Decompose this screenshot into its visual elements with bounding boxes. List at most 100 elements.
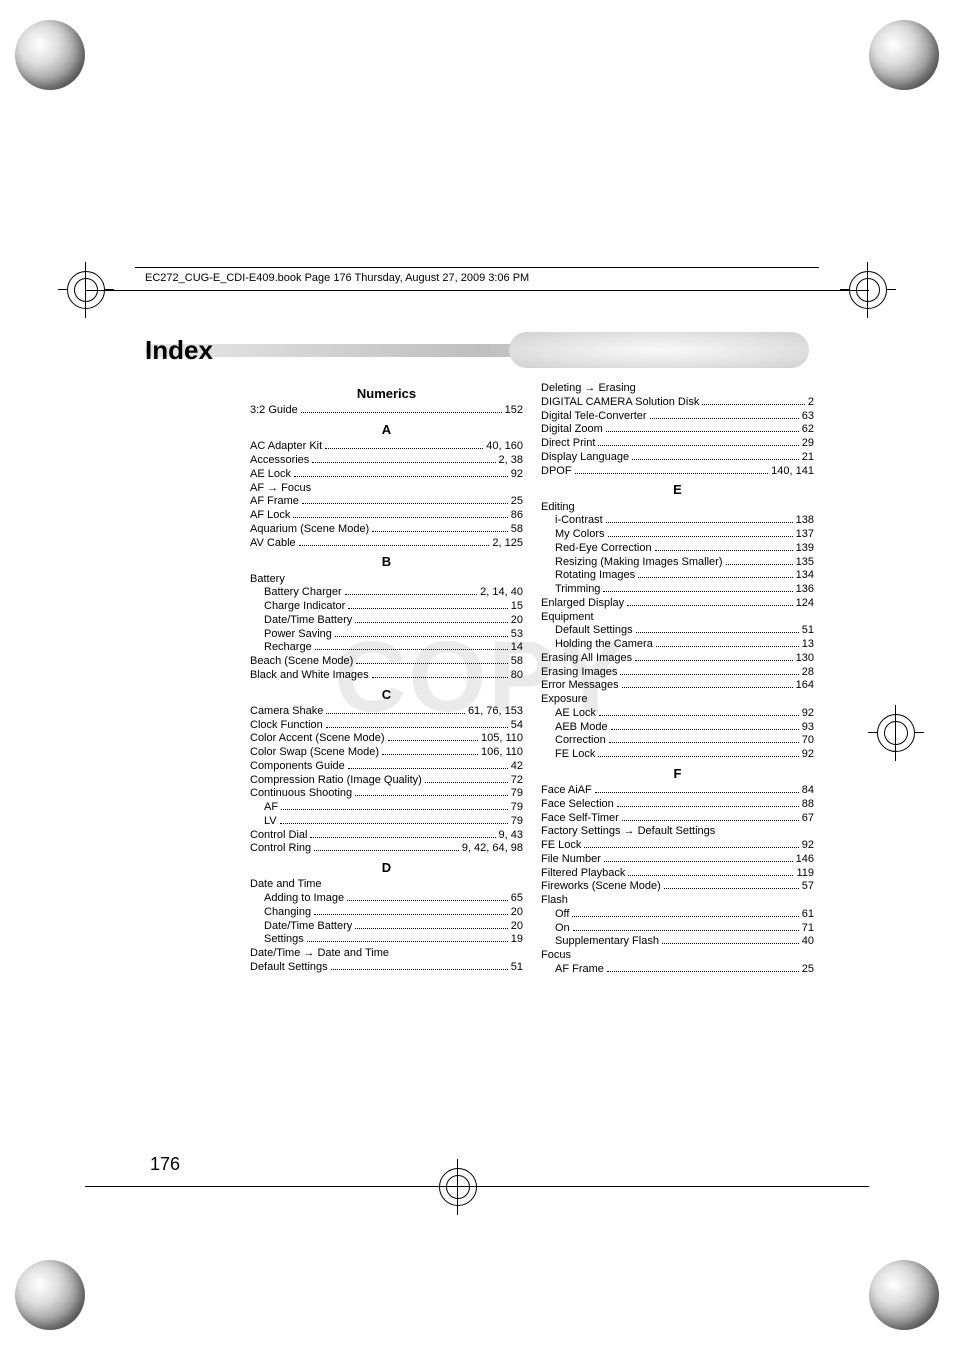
index-entry-leader [348, 768, 508, 769]
index-entry-label: Adding to Image [264, 892, 344, 906]
index-entry-pages: 2, 38 [499, 454, 523, 468]
index-entry-pages: 62 [802, 423, 814, 437]
index-entry-label: Color Accent (Scene Mode) [250, 732, 385, 746]
registration-mark-tr [869, 20, 939, 90]
index-entry-label: My Colors [555, 528, 605, 542]
index-entry-label: Date/Time Battery [264, 614, 352, 628]
index-entry-label: Erasing All Images [541, 652, 632, 666]
header-text: EC272_CUG-E_CDI-E409.book Page 176 Thurs… [145, 272, 529, 284]
index-entry-leader [345, 594, 478, 595]
page-number: 176 [150, 1154, 180, 1175]
index-entry-label: Digital Zoom [541, 423, 603, 437]
index-entry-label: Digital Tele-Converter [541, 410, 647, 424]
index-entry: Erasing Images 28 [541, 666, 814, 680]
index-entry: Rotating Images 134 [541, 569, 814, 583]
index-entry-leader [314, 850, 459, 851]
index-entry-label: AF → Focus [250, 482, 311, 496]
index-entry: Exposure [541, 693, 814, 707]
index-entry-pages: 61, 76, 153 [468, 705, 523, 719]
title-banner: Index [145, 332, 809, 368]
index-entry: Date/Time → Date and Time [250, 947, 523, 961]
index-entry-leader [355, 795, 508, 796]
index-entry-leader [302, 503, 508, 504]
index-entry-pages: 20 [511, 920, 523, 934]
index-entry-label: Editing [541, 501, 575, 515]
index-entry: Filtered Playback 119 [541, 867, 814, 881]
index-entry-label: Enlarged Display [541, 597, 624, 611]
index-entry-leader [702, 404, 805, 405]
page-title: Index [145, 332, 213, 368]
index-entry-label: Resizing (Making Images Smaller) [555, 556, 723, 570]
index-section-head: F [541, 766, 814, 782]
index-entry-pages: 139 [796, 542, 814, 556]
index-entry-pages: 14 [511, 641, 523, 655]
index-entry-pages: 65 [511, 892, 523, 906]
index-entry-label: Trimming [555, 583, 600, 597]
index-entry-pages: 72 [511, 774, 523, 788]
index-entry-label: Control Dial [250, 829, 307, 843]
index-entry-label: AF [264, 801, 278, 815]
index-entry-leader [335, 636, 508, 637]
index-entry-label: Off [555, 908, 569, 922]
index-entry-pages: 25 [511, 495, 523, 509]
index-entry-pages: 146 [796, 853, 814, 867]
index-entry-pages: 51 [511, 961, 523, 975]
index-entry-label: Deleting → Erasing [541, 382, 636, 396]
index-entry: Display Language 21 [541, 451, 814, 465]
index-entry: Holding the Camera 13 [541, 638, 814, 652]
index-entry-label: AE Lock [555, 707, 596, 721]
index-entry: Digital Tele-Converter 63 [541, 410, 814, 424]
index-entry-leader [372, 531, 508, 532]
index-entry-label: Holding the Camera [555, 638, 653, 652]
index-entry-pages: 80 [511, 669, 523, 683]
index-entry-pages: 54 [511, 719, 523, 733]
crop-line [85, 290, 869, 291]
index-entry-pages: 164 [796, 679, 814, 693]
index-entry: Date/Time Battery 20 [250, 614, 523, 628]
index-column-right: Deleting → ErasingDIGITAL CAMERA Solutio… [541, 382, 814, 1150]
index-entry-leader [301, 412, 502, 413]
index-entry: i-Contrast 138 [541, 514, 814, 528]
index-entry-leader [299, 545, 490, 546]
index-entry-pages: 9, 43 [499, 829, 523, 843]
index-entry-label: Supplementary Flash [555, 935, 659, 949]
index-entry: Continuous Shooting 79 [250, 787, 523, 801]
index-entry-label: Face Selection [541, 798, 614, 812]
index-entry-pages: 136 [796, 583, 814, 597]
index-entry-leader [294, 476, 508, 477]
index-section-head: B [250, 554, 523, 570]
index-entry-label: Recharge [264, 641, 312, 655]
index-entry: Compression Ratio (Image Quality) 72 [250, 774, 523, 788]
index-entry-pages: 92 [802, 707, 814, 721]
index-entry-label: i-Contrast [555, 514, 603, 528]
index-entry: AF → Focus [250, 482, 523, 496]
index-entry-leader [627, 605, 792, 606]
index-entry-pages: 53 [511, 628, 523, 642]
index-entry-pages: 106, 110 [481, 746, 523, 760]
index-entry-label: Date and Time [250, 878, 322, 892]
index-entry-label: Control Ring [250, 842, 311, 856]
index-entry: Beach (Scene Mode) 58 [250, 655, 523, 669]
index-entry: Control Dial 9, 43 [250, 829, 523, 843]
index-entry-label: AF Frame [555, 963, 604, 977]
index-entry-leader [281, 809, 508, 810]
index-entry-leader [632, 459, 799, 460]
index-entry-pages: 13 [802, 638, 814, 652]
index-entry-pages: 119 [796, 867, 814, 881]
index-entry-label: Default Settings [250, 961, 328, 975]
index-entry-label: AE Lock [250, 468, 291, 482]
index-entry-label: Filtered Playback [541, 867, 625, 881]
index-entry-label: Compression Ratio (Image Quality) [250, 774, 422, 788]
index-entry-label: LV [264, 815, 277, 829]
index-entry: Enlarged Display 124 [541, 597, 814, 611]
index-entry-pages: 19 [511, 933, 523, 947]
registration-mark-tl [15, 20, 85, 90]
index-entry-leader [388, 740, 478, 741]
index-entry-leader [314, 914, 508, 915]
index-entry: DIGITAL CAMERA Solution Disk 2 [541, 396, 814, 410]
index-entry: Focus [541, 949, 814, 963]
index-entry-pages: 42 [511, 760, 523, 774]
index-entry: Recharge 14 [250, 641, 523, 655]
index-entry-leader [622, 687, 793, 688]
index-entry-leader [598, 756, 798, 757]
